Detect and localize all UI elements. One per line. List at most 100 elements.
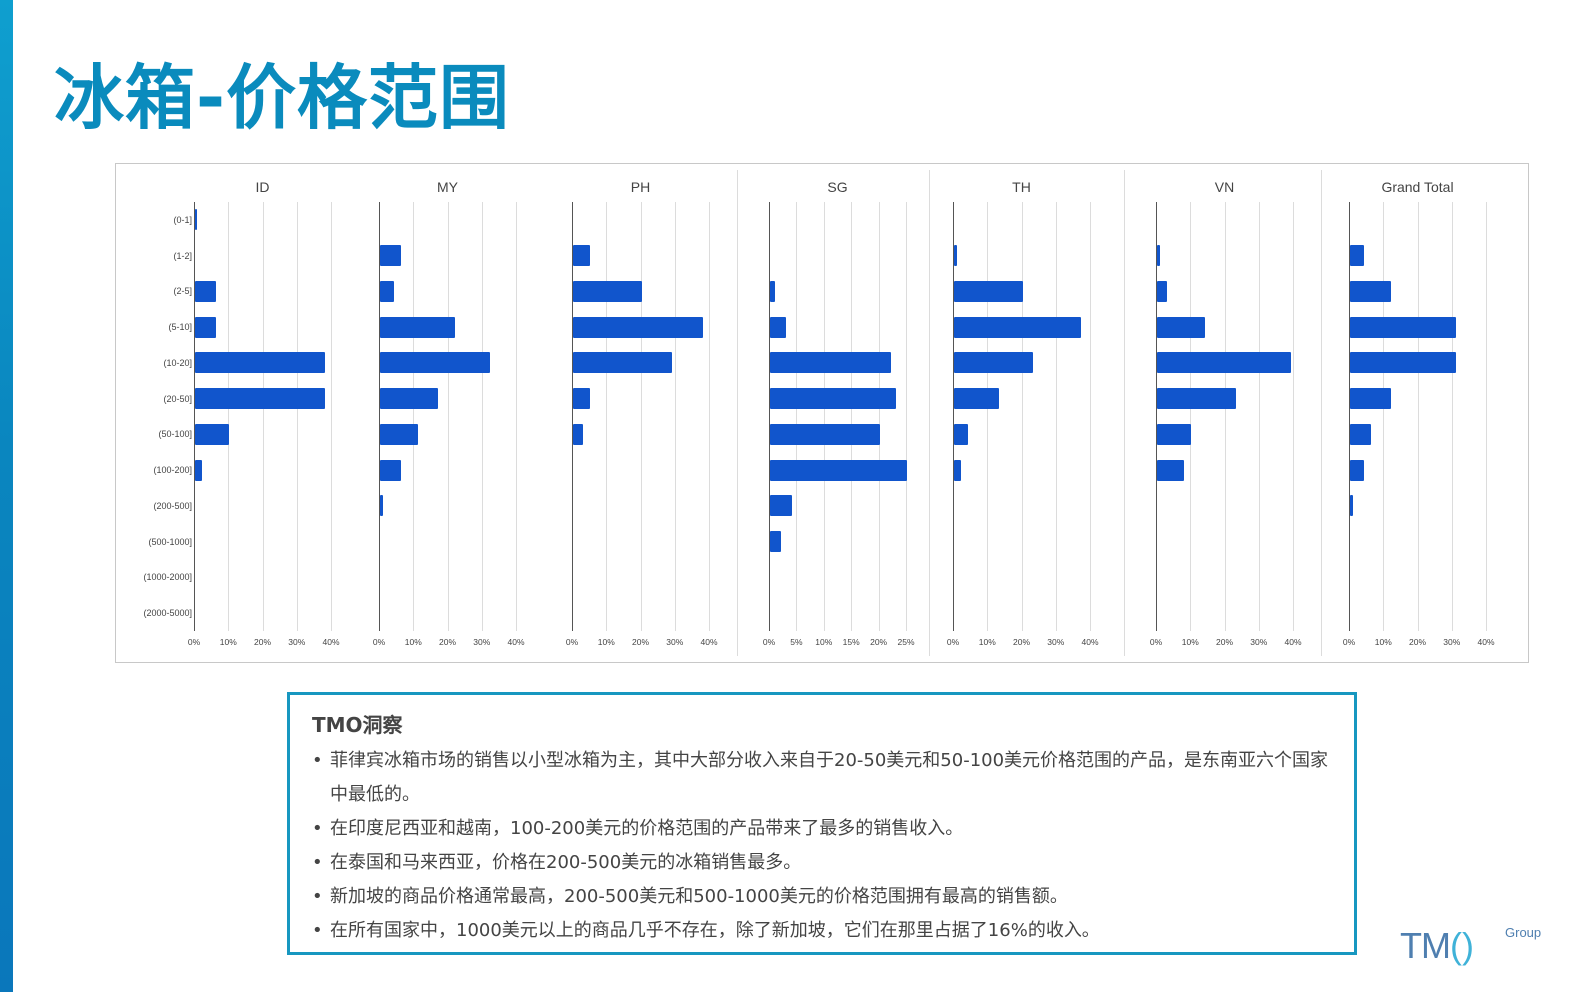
axis-line <box>1156 202 1157 631</box>
category-label: (5-10] <box>168 322 192 333</box>
chart-panel-my: MY 0% 10% 20% 30% 40% <box>339 164 556 662</box>
gridline <box>906 202 907 631</box>
bar <box>954 352 1033 374</box>
insight-item: • 在印度尼西亚和越南，100-200美元的价格范围的产品带来了最多的销售收入。 <box>312 812 1332 846</box>
tick-label: 25% <box>897 637 915 647</box>
tick-label: 40% <box>1477 637 1495 647</box>
category-label: (20-50] <box>163 393 192 404</box>
bar <box>573 245 591 267</box>
gridline <box>606 202 608 631</box>
gridline <box>1190 202 1192 631</box>
bar <box>195 280 216 302</box>
bar <box>954 459 961 481</box>
bar <box>573 423 584 445</box>
gridline <box>228 202 230 631</box>
tick-label: 40% <box>700 637 718 647</box>
gridline <box>823 202 825 631</box>
axis-line <box>379 202 380 631</box>
bar <box>770 316 787 338</box>
bar <box>1157 245 1161 267</box>
bar <box>1157 352 1291 374</box>
chart-panel-vn: VN 0% 10% 20% 30% 40% <box>1116 164 1333 662</box>
chart-panel-sg: SG 0% 5% 10% 15% 20% 25% <box>729 164 946 662</box>
tick-label: 0% <box>1149 637 1163 647</box>
bar <box>380 245 401 267</box>
gridline <box>1090 202 1091 631</box>
logo-tm-text: TM <box>1400 925 1451 966</box>
bar <box>195 316 216 338</box>
tick-label: 30% <box>666 637 684 647</box>
gridline <box>1451 202 1453 631</box>
tick-label: 20% <box>253 637 272 647</box>
bullet-icon: • <box>312 886 323 907</box>
logo-group-text: Group <box>1505 925 1542 940</box>
category-label: (50-100] <box>158 429 192 440</box>
plot-area <box>953 202 1091 631</box>
tick-label: 30% <box>1047 637 1065 647</box>
gridline <box>296 202 298 631</box>
price-range-chart: (0-1] (1-2] (2-5] (5-10] (10-20] (20-50] (50-1… <box>115 163 1529 663</box>
gridline <box>413 202 415 631</box>
panel-title: TH <box>1012 179 1031 195</box>
panel-separator <box>929 170 930 656</box>
insight-item: • 在泰国和马来西亚，价格在200-500美元的冰箱销售最多。 <box>312 846 1332 880</box>
bar <box>1350 352 1457 374</box>
bar <box>770 280 776 302</box>
bar <box>770 388 897 410</box>
gridline <box>674 202 676 631</box>
page-title: 冰箱-价格范围 <box>54 57 511 139</box>
axis-line <box>572 202 573 631</box>
bar <box>573 280 642 302</box>
bar <box>573 352 673 374</box>
tick-label: 40% <box>1081 637 1099 647</box>
bar <box>954 423 968 445</box>
bar <box>1350 245 1364 267</box>
tick-label: 30% <box>288 637 306 647</box>
bar <box>1157 459 1185 481</box>
gridline <box>851 202 853 631</box>
bar <box>1350 459 1364 481</box>
insight-item: • 新加坡的商品价格通常最高，200-500美元和500-1000美元的价格范围拥… <box>312 880 1332 914</box>
bar <box>954 280 1023 302</box>
bar <box>1157 280 1168 302</box>
bar <box>1350 280 1392 302</box>
panel-title: VN <box>1214 179 1235 195</box>
tick-label: 20% <box>870 637 888 647</box>
tick-label: 0% <box>565 637 579 647</box>
panel-separator <box>1321 170 1322 656</box>
tick-label: 15% <box>842 637 860 647</box>
gridline <box>1258 202 1260 631</box>
panel-title: MY <box>437 179 458 195</box>
plot-area <box>194 202 332 631</box>
panel-title: PH <box>630 179 651 195</box>
bar <box>380 495 384 517</box>
insight-item: • 在所有国家中，1000美元以上的商品几乎不存在，除了新加坡，它们在那里占据了1… <box>312 914 1332 948</box>
logo-o-icon: () <box>1449 925 1474 966</box>
bar <box>195 209 197 231</box>
category-label: (0-1] <box>173 214 192 225</box>
tick-label: 0% <box>762 637 776 647</box>
panel-title: ID <box>255 179 270 195</box>
side-accent-strip <box>0 0 13 992</box>
bullet-icon: • <box>312 920 323 941</box>
plot-area <box>379 202 517 631</box>
bullet-icon: • <box>312 852 323 873</box>
bar <box>770 531 781 553</box>
gridline <box>1224 202 1226 631</box>
gridline <box>796 202 798 631</box>
bullet-icon: • <box>312 750 323 771</box>
gridline <box>1293 202 1294 631</box>
tick-label: 40% <box>322 637 340 647</box>
category-label: (500-1000] <box>148 536 192 547</box>
axis-line <box>953 202 954 631</box>
bar <box>380 352 490 374</box>
tick-label: 20% <box>1012 637 1031 647</box>
chart-panel-id: ID 0% 10% 20% 30% 40% <box>154 164 371 662</box>
insight-item: • 菲律宾冰箱市场的销售以小型冰箱为主，其中大部分收入来自于20-50美元和50-… <box>312 744 1332 812</box>
bar <box>1350 388 1392 410</box>
tick-label: 0% <box>946 637 960 647</box>
gridline <box>709 202 710 631</box>
panel-title: Grand Total <box>1381 179 1454 195</box>
category-label: (2000-5000] <box>143 608 192 619</box>
gridline <box>516 202 517 631</box>
